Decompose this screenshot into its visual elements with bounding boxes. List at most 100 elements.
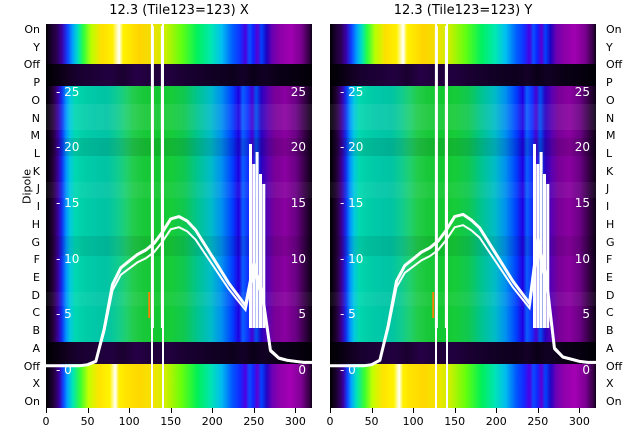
inner-ytick-r-20: 20: [290, 140, 306, 155]
category-tick-right-4: O: [606, 93, 615, 107]
category-tick-right-16: C: [606, 306, 614, 320]
category-axis-left: On Y Off P O N M L K J I H G F E D C B A Off X On: [6, 24, 40, 408]
trace-line-secondary: [46, 226, 312, 367]
x-axis-panel-y: 0 50 100 150 200 250 300: [326, 408, 596, 438]
category-tick-right-11: H: [606, 217, 615, 231]
inner-ytick-l-15: - 15: [56, 196, 80, 211]
trace-spike-6: [546, 184, 550, 328]
inner-ytick-l-20: - 20: [340, 140, 364, 155]
category-tick-left-17: B: [32, 324, 40, 338]
heat-gradient: [46, 64, 312, 86]
category-tick-right-15: D: [606, 288, 615, 302]
category-tick-left-15: D: [31, 288, 40, 302]
category-tick-right-17: B: [606, 324, 614, 338]
inner-ytick-l-20: - 20: [56, 140, 80, 155]
category-tick-right-0: On: [606, 23, 622, 36]
heat-gradient: [330, 64, 596, 86]
category-tick-left-4: O: [31, 93, 40, 107]
category-tick-left-19: Off: [23, 359, 40, 373]
heat-gradient: [330, 342, 596, 364]
category-tick-right-8: K: [606, 164, 614, 178]
category-tick-left-3: P: [33, 76, 40, 90]
x-tick-mark-50: [371, 408, 373, 413]
x-tick-label-200: 200: [201, 415, 223, 428]
inner-ytick-r-0: 0: [582, 363, 590, 377]
category-tick-right-1: Y: [606, 40, 613, 54]
trace-line-secondary: [330, 224, 596, 367]
x-tick-label-100: 100: [118, 415, 140, 428]
trace-line-X overlay trace: [46, 215, 312, 368]
trace-spike-5: [543, 174, 546, 328]
heat-gradient: [46, 342, 312, 364]
heat-band-bottom-bright-band: [330, 364, 596, 408]
inner-ytick-r-15: 15: [574, 196, 590, 211]
trace-spike-4: [539, 152, 543, 328]
inner-ytick-r-5: 5: [582, 307, 590, 322]
orange-marker-0: [432, 292, 435, 318]
category-tick-right-7: L: [606, 147, 613, 160]
inner-ytick-l-10: - 10: [56, 251, 80, 266]
inner-ytick-r-10: 10: [574, 251, 590, 266]
category-tick-left-12: G: [31, 235, 40, 249]
overlay-trace: [46, 26, 312, 368]
x-tick-label-50: 50: [364, 415, 379, 428]
inner-ytick-r-15: 15: [290, 196, 306, 211]
inner-ytick-l-25: - 25: [340, 84, 364, 99]
category-tick-left-21: On: [24, 395, 40, 408]
panel-title-y: 12.3 (Tile123=123) Y: [393, 3, 533, 18]
trace-line-Y overlay trace: [330, 212, 596, 368]
x-tick-mark-250: [537, 408, 539, 413]
category-tick-left-9: J: [36, 182, 40, 196]
inner-ytick-l-5: - 5: [56, 307, 72, 322]
trace-spike-0: [434, 26, 438, 328]
x-tick-mark-200: [496, 408, 498, 413]
category-tick-left-2: Off: [23, 58, 40, 72]
category-tick-left-14: E: [33, 271, 40, 284]
category-tick-left-0: On: [24, 23, 40, 36]
inner-ytick-r-20: 20: [574, 140, 590, 155]
category-tick-right-2: Off: [606, 58, 623, 72]
category-tick-right-21: On: [606, 395, 622, 408]
trace-spike-6: [262, 184, 266, 328]
inner-ytick-l-5: - 5: [340, 307, 356, 322]
category-tick-left-20: X: [32, 377, 40, 391]
heat-band-lower-dark-band: [46, 342, 312, 364]
x-tick-mark-150: [454, 408, 456, 413]
category-tick-right-12: G: [606, 235, 615, 249]
category-tick-left-6: M: [30, 129, 41, 143]
heat-band-bottom-bright-band: [46, 364, 312, 408]
category-tick-left-8: K: [32, 164, 40, 178]
x-tick-mark-300: [295, 408, 297, 413]
category-tick-left-7: L: [33, 147, 40, 160]
heat-gradient: [46, 24, 312, 64]
heat-band-upper-dark-band: [330, 64, 596, 86]
x-tick-label-50: 50: [80, 415, 95, 428]
x-tick-label-0: 0: [326, 415, 334, 428]
trace-spike-2: [533, 144, 536, 328]
category-tick-left-10: I: [36, 200, 40, 214]
x-tick-mark-0: [46, 408, 47, 413]
x-tick-label-250: 250: [527, 415, 549, 428]
x-tick-label-250: 250: [243, 415, 265, 428]
x-tick-mark-100: [129, 408, 131, 413]
inner-ytick-r-25: 25: [290, 84, 306, 99]
x-tick-mark-300: [579, 408, 581, 413]
x-axis-panel-x: 0 50 100 150 200 250 300: [43, 408, 312, 438]
trace-spike-5: [259, 174, 262, 328]
x-tick-label-200: 200: [485, 415, 507, 428]
overlay-trace: [330, 26, 596, 368]
inner-ytick-l-10: - 10: [340, 251, 364, 266]
category-tick-right-5: N: [606, 111, 615, 125]
category-tick-right-14: E: [606, 271, 613, 284]
panel-title-x: 12.3 (Tile123=123) X: [109, 3, 249, 18]
heat-band-top-bright-band: [46, 24, 312, 64]
x-tick-mark-50: [87, 408, 89, 413]
x-tick-mark-200: [212, 408, 214, 413]
x-tick-label-300: 300: [284, 415, 306, 428]
heat-band-lower-dark-band: [330, 342, 596, 364]
inner-ytick-l-15: - 15: [340, 196, 364, 211]
x-tick-mark-100: [413, 408, 415, 413]
